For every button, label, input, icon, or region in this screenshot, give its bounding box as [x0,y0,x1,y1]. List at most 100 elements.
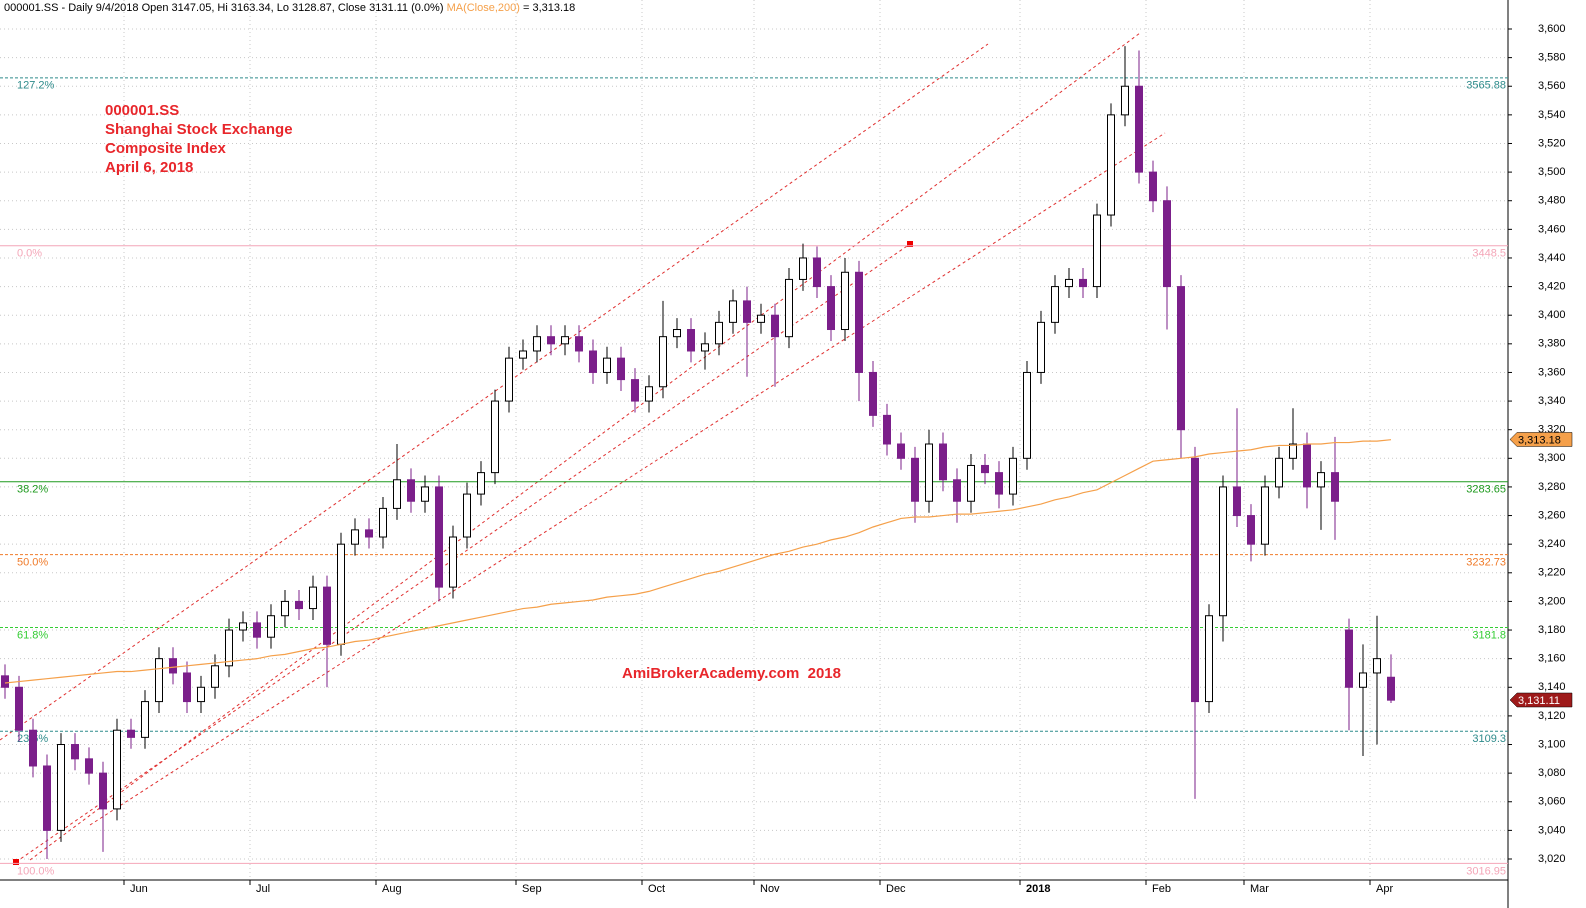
candle-body [1149,171,1157,202]
candle-body [1359,672,1367,688]
anchor-point [13,859,19,865]
fib-label: 100.0% [17,865,55,877]
candle-body [911,457,919,502]
candle-body [225,629,233,667]
ma-tag [1509,432,1573,447]
candle-body [1177,286,1185,431]
x-tick-label: Jul [256,883,270,895]
candle-body [183,672,191,703]
candle-body [253,622,261,638]
candle-body [169,658,177,674]
candle-body [995,472,1003,495]
candle-body [211,665,219,688]
fib-label: 61.8% [17,629,48,641]
fib-value: 3181.8 [1472,629,1506,641]
candle-body [799,257,807,280]
candle-body [365,529,373,538]
y-tick-label: 3,340 [1538,395,1566,407]
candle-body [85,758,93,774]
y-tick-label: 3,140 [1538,681,1566,693]
candle-body [379,507,387,538]
candle-body [1121,85,1129,116]
y-tick-label: 3,020 [1538,853,1566,865]
candle-body [939,443,947,481]
candle-body [757,314,765,323]
candle-body [1107,114,1115,216]
candle-body [1289,443,1297,459]
fib-label: 127.2% [17,80,55,92]
candle-body [1205,615,1213,703]
candle-body [1135,85,1143,173]
y-tick-label: 3,200 [1538,595,1566,607]
y-tick-label: 3,500 [1538,166,1566,178]
candle-body [743,300,751,323]
candle-body [1,675,9,688]
y-tick-label: 3,080 [1538,767,1566,779]
candle-body [99,772,107,810]
candle-body [449,536,457,588]
x-tick-label: Feb [1152,883,1171,895]
y-tick-label: 3,600 [1538,23,1566,35]
y-tick-label: 3,060 [1538,796,1566,808]
x-tick-label: Mar [1250,883,1269,895]
candle-body [1387,676,1395,701]
candle-body [533,336,541,352]
candle-body [827,286,835,331]
candle-body [15,686,23,731]
candle-body [589,350,597,373]
candle-body [1373,658,1381,674]
y-tick-label: 3,400 [1538,309,1566,321]
y-tick-label: 3,300 [1538,452,1566,464]
annotation: Shanghai Stock Exchange [105,121,293,138]
candle-body [855,271,863,373]
candle-body [113,729,121,810]
candle-body [127,729,135,738]
fib-label: 0.0% [17,248,42,260]
candle-body [785,278,793,338]
y-tick-label: 3,580 [1538,52,1566,64]
x-tick-label: Nov [760,883,780,895]
candle-body [1331,472,1339,502]
y-tick-label: 3,480 [1538,195,1566,207]
candle-body [925,443,933,502]
fib-value: 3448.5 [1472,248,1506,260]
x-tick-label: Sep [522,883,542,895]
close-tag [1509,692,1573,708]
header-main: 000001.SS - Daily 9/4/2018 Open 3147.05,… [4,2,444,14]
header: 000001.SS - Daily 9/4/2018 Open 3147.05,… [4,2,575,14]
candle-body [561,336,569,345]
candle-body [869,371,877,416]
candle-body [631,379,639,402]
y-tick-label: 3,160 [1538,653,1566,665]
candle-body [505,357,513,402]
y-tick-label: 3,220 [1538,567,1566,579]
fib-label: 38.2% [17,484,48,496]
candle-body [519,350,527,359]
candle-body [1247,515,1255,545]
candle-body [1009,457,1017,495]
candle-body [841,271,849,331]
candle-body [645,386,653,402]
candle-body [1219,486,1227,617]
y-tick-label: 3,560 [1538,80,1566,92]
candle-body [323,586,331,645]
candle-body [407,479,415,502]
annotation: Composite Index [105,140,227,157]
candle-body [603,357,611,373]
fib-value: 3232.73 [1466,556,1506,568]
candle-body [1065,278,1073,288]
candle-body [155,658,163,703]
y-tick-label: 3,380 [1538,338,1566,350]
fib-label: 50.0% [17,556,48,568]
candle-body [1261,486,1269,545]
candle-body [897,443,905,459]
fib-value: 3283.65 [1466,484,1506,496]
candle-body [953,479,961,502]
candle-body [659,336,667,388]
candle-body [477,472,485,495]
candle-body [351,529,359,545]
x-tick-label: Apr [1376,883,1393,895]
ma-tag-label: 3,313.18 [1518,434,1561,446]
annotation: 000001.SS [105,102,179,119]
